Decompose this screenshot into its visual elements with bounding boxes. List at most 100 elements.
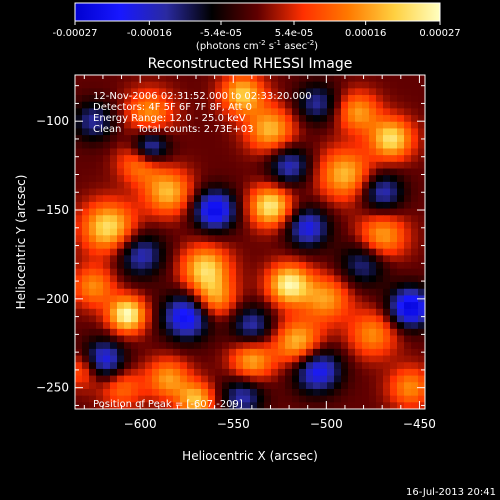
heatmap-cell	[320, 362, 328, 370]
heatmap-cell	[313, 275, 321, 283]
heatmap-cell	[355, 275, 363, 283]
heatmap-cell	[145, 188, 153, 196]
heatmap-cell	[334, 335, 342, 343]
heatmap-cell	[166, 322, 174, 330]
heatmap-cell	[103, 141, 111, 150]
heatmap-cell	[383, 302, 391, 310]
heatmap-cell	[404, 402, 412, 409]
heatmap-cell	[271, 228, 279, 236]
heatmap-cell	[152, 308, 160, 317]
heatmap-cell	[299, 135, 307, 143]
heatmap-cell	[411, 268, 419, 276]
heatmap-cell	[278, 248, 286, 256]
heatmap-cell	[383, 101, 391, 109]
heatmap-cell	[110, 302, 118, 310]
heatmap-cell	[229, 262, 237, 270]
heatmap-cell	[208, 108, 216, 116]
heatmap-cell	[320, 342, 328, 350]
heatmap-cell	[145, 195, 153, 203]
heatmap-cell	[236, 95, 244, 103]
heatmap-cell	[208, 315, 216, 323]
heatmap-cell	[411, 155, 419, 163]
heatmap-cell	[201, 228, 209, 236]
heatmap-cell	[285, 161, 293, 170]
heatmap-cell	[404, 342, 412, 350]
heatmap-cell	[341, 375, 349, 383]
heatmap-cell	[306, 375, 314, 383]
heatmap-cell	[313, 368, 321, 377]
heatmap-cell	[278, 295, 286, 303]
heatmap-cell	[404, 242, 412, 250]
heatmap-cell	[187, 181, 195, 190]
heatmap-cell	[327, 221, 335, 230]
heatmap-cell	[306, 388, 314, 397]
heatmap-cell	[313, 161, 321, 170]
heatmap-cell	[236, 308, 244, 317]
heatmap-cell	[173, 135, 181, 143]
heatmap-cell	[404, 75, 412, 83]
heatmap-cell	[348, 155, 356, 163]
heatmap-cell	[306, 195, 314, 203]
heatmap-cell	[131, 335, 139, 343]
heatmap-cell	[397, 355, 405, 363]
heatmap-cell	[411, 221, 419, 230]
heatmap-cell	[390, 282, 398, 290]
heatmap-cell	[194, 362, 202, 370]
heatmap-cell	[243, 221, 251, 230]
heatmap-cell	[390, 201, 398, 210]
heatmap-cell	[222, 362, 230, 370]
heatmap-cell	[166, 248, 174, 256]
heatmap-cell	[201, 355, 209, 363]
heatmap-cell	[264, 375, 272, 383]
heatmap-cell	[292, 255, 300, 263]
heatmap-cell	[194, 155, 202, 163]
heatmap-cell	[264, 108, 272, 116]
heatmap-cell	[110, 121, 118, 130]
heatmap-cell	[257, 75, 265, 83]
heatmap-cell	[348, 181, 356, 190]
heatmap-cell	[313, 342, 321, 350]
heatmap-cell	[124, 315, 132, 323]
heatmap-cell	[110, 275, 118, 283]
heatmap-cell	[369, 175, 377, 183]
heatmap-cell	[208, 248, 216, 256]
heatmap-cell	[383, 161, 391, 170]
heatmap-cell	[145, 395, 153, 403]
colorbar-tick-label: 0.00016	[345, 28, 386, 39]
heatmap-cell	[187, 368, 195, 377]
heatmap-cell	[96, 188, 104, 196]
heatmap-cell	[110, 235, 118, 243]
heatmap-cell	[383, 275, 391, 283]
heatmap-cell	[75, 355, 83, 363]
heatmap-cell	[166, 75, 174, 83]
heatmap-cell	[320, 141, 328, 150]
heatmap-cell	[166, 88, 174, 96]
heatmap-cell	[306, 348, 314, 357]
heatmap-cell	[369, 95, 377, 103]
heatmap-cell	[334, 168, 342, 176]
heatmap-cell	[383, 168, 391, 176]
heatmap-cell	[320, 188, 328, 196]
heatmap-cell	[341, 342, 349, 350]
heatmap-cell	[138, 255, 146, 263]
heatmap-cell	[131, 208, 139, 216]
heatmap-cell	[306, 201, 314, 210]
heatmap-cell	[187, 308, 195, 317]
heatmap-cell	[390, 395, 398, 403]
heatmap-cell	[257, 288, 265, 297]
heatmap-cell	[285, 342, 293, 350]
heatmap-cell	[397, 121, 405, 130]
heatmap-cell	[229, 328, 237, 337]
heatmap-cell	[411, 322, 419, 330]
heatmap-cell	[194, 168, 202, 176]
heatmap-cell	[383, 88, 391, 96]
heatmap-cell	[243, 368, 251, 377]
heatmap-cell	[418, 235, 425, 243]
heatmap-cell	[299, 355, 307, 363]
heatmap-cell	[82, 288, 90, 297]
heatmap-cell	[222, 215, 230, 223]
heatmap-cell	[397, 88, 405, 96]
heatmap-cell	[166, 181, 174, 190]
heatmap-cell	[341, 288, 349, 297]
heatmap-cell	[117, 295, 125, 303]
